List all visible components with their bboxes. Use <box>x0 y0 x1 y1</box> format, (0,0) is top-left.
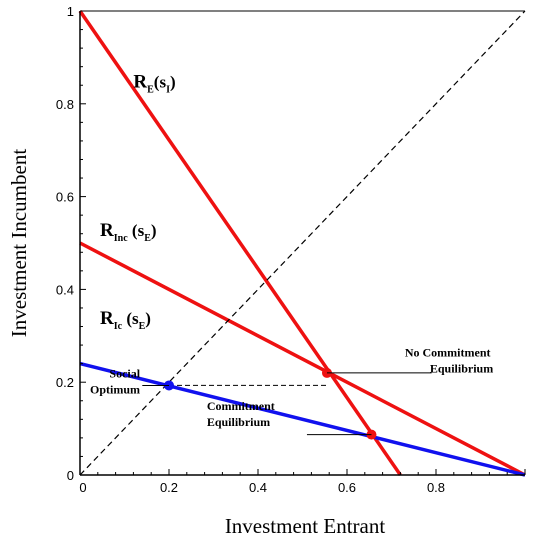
series-line-1 <box>79 241 526 477</box>
y-tick-label: 0.4 <box>56 282 74 297</box>
curve-label-2: RIc (sE) <box>100 308 151 332</box>
social-optimum-label-line-0: Social <box>109 367 140 381</box>
x-tick-label: 0.2 <box>160 480 178 495</box>
x-tick-label: 0 <box>79 480 86 495</box>
x-tick-label: 0.8 <box>427 480 445 495</box>
series-line-3 <box>79 10 526 476</box>
x-tick-label: 0.4 <box>249 480 267 495</box>
no-commitment-equilibrium-label-line-0: No Commitment <box>405 346 491 360</box>
y-tick-label: 0.2 <box>56 375 74 390</box>
no-commitment-equilibrium-label-line-1: Equilibrium <box>430 362 493 376</box>
curve-label-0: RE(sI) <box>133 72 175 96</box>
commitment-equilibrium-label-line-0: Commitment <box>207 399 275 413</box>
series-line-2 <box>79 361 526 477</box>
series-layer <box>78 10 526 477</box>
y-tick-label: 0.6 <box>56 190 74 205</box>
y-tick-label: 1 <box>67 4 74 19</box>
y-tick-label: 0 <box>67 468 74 483</box>
social-optimum-label-line-1: Optimum <box>90 383 140 397</box>
y-tick-label: 0.8 <box>56 97 74 112</box>
axes-layer: 0 0.2 0.4 0.6 0.8 0 0.2 0.4 0.6 0.8 1 <box>56 4 526 495</box>
x-tick-label: 0.6 <box>338 480 356 495</box>
commitment-equilibrium-label-line-1: Equilibrium <box>207 415 270 429</box>
y-axis-title: Investment Incumbent <box>7 149 31 338</box>
series-line-0 <box>78 10 402 476</box>
annotations-layer: No Commitment Equilibrium Social Optimum Com… <box>90 72 493 436</box>
curve-label-1: RInc (sE) <box>100 220 157 244</box>
x-axis-title: Investment Entrant <box>225 514 386 538</box>
